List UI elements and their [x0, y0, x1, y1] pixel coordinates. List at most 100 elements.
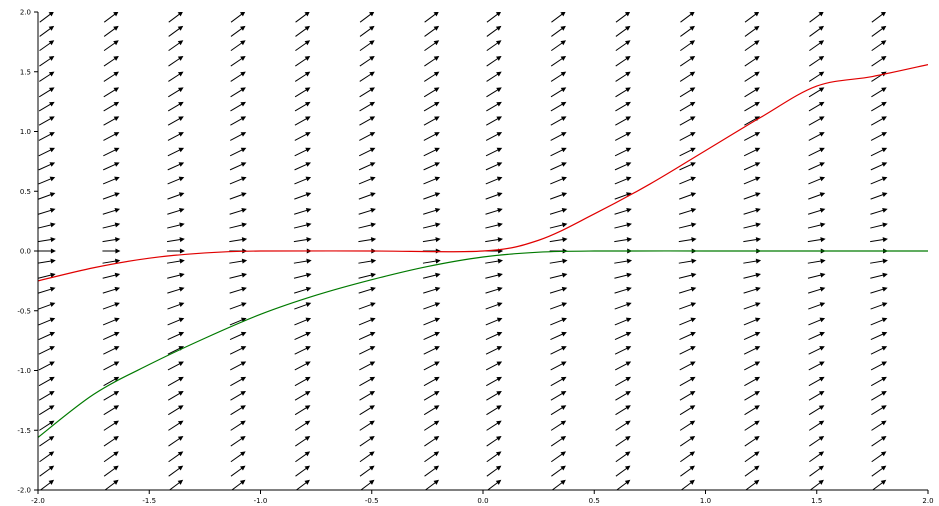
arrow-head: [306, 222, 312, 228]
arrow-shaft: [102, 288, 118, 294]
arrow-shaft: [38, 223, 53, 229]
arrow-shaft: [808, 102, 823, 112]
arrow-shaft: [293, 238, 309, 243]
arrow-shaft: [614, 274, 630, 279]
arrow-shaft: [808, 406, 823, 416]
arrow-head: [49, 346, 55, 351]
arrow-head: [434, 361, 440, 367]
field-arrow: [359, 55, 375, 67]
arrow-head: [624, 25, 631, 31]
arrow-head: [370, 258, 377, 264]
field-arrow: [871, 479, 887, 490]
arrow-head: [50, 258, 56, 264]
arrow-shaft: [229, 193, 245, 200]
field-arrow: [614, 237, 633, 243]
arrow-shaft: [167, 392, 182, 401]
field-arrow: [486, 479, 502, 490]
field-arrow: [358, 176, 376, 185]
field-arrow: [295, 40, 311, 52]
arrow-head: [369, 101, 376, 107]
arrow-shaft: [486, 392, 500, 401]
field-arrow: [102, 317, 120, 326]
arrow-head: [113, 435, 119, 441]
arrow-shaft: [485, 223, 501, 229]
arrow-shaft: [294, 133, 309, 141]
arrow-head: [48, 465, 55, 471]
arrow-head: [754, 405, 760, 410]
arrow-head: [497, 286, 503, 292]
arrow-head: [689, 405, 696, 410]
arrow-shaft: [423, 377, 438, 387]
y-tick-label: -1.0: [17, 367, 31, 375]
arrow-head: [754, 317, 761, 323]
field-arrow: [229, 237, 248, 243]
arrow-shaft: [168, 72, 182, 82]
arrow-head: [50, 248, 56, 254]
arrow-shaft: [294, 303, 309, 310]
arrow-shaft: [423, 133, 438, 141]
arrow-head: [304, 25, 311, 31]
arrow-shaft: [743, 260, 759, 264]
arrow-shaft: [744, 452, 758, 463]
field-arrow: [294, 286, 312, 294]
arrow-shaft: [809, 452, 822, 463]
arrow-head: [754, 435, 760, 441]
field-arrow: [870, 317, 888, 326]
arrow-head: [240, 435, 246, 441]
field-arrow: [550, 435, 567, 447]
arrow-head: [495, 12, 502, 17]
field-arrow: [808, 405, 825, 416]
arrow-head: [819, 162, 825, 167]
arrow-head: [496, 147, 503, 153]
arrow-shaft: [230, 377, 244, 387]
field-arrow: [359, 376, 376, 387]
field-arrow: [167, 346, 185, 355]
field-arrow: [549, 237, 568, 243]
arrow-head: [689, 451, 696, 457]
arrow-shaft: [744, 57, 758, 67]
arrow-head: [304, 71, 311, 77]
field-arrow: [870, 361, 888, 371]
arrow-shaft: [679, 347, 694, 355]
arrow-shaft: [808, 193, 823, 200]
arrow-head: [434, 331, 441, 337]
arrow-head: [560, 405, 567, 410]
arrow-head: [305, 361, 311, 367]
arrow-shaft: [614, 177, 629, 185]
field-arrow: [230, 132, 247, 141]
field-arrow: [550, 116, 567, 126]
arrow-shaft: [679, 117, 694, 126]
arrow-shaft: [485, 209, 501, 215]
arrow-head: [241, 258, 248, 264]
arrow-head: [179, 272, 185, 278]
arrow-shaft: [679, 303, 694, 310]
field-arrow: [486, 87, 502, 98]
arrow-shaft: [551, 27, 564, 37]
arrow-shaft: [38, 362, 53, 371]
arrow-shaft: [359, 452, 373, 463]
field-arrow: [358, 258, 377, 264]
field-arrow: [485, 317, 503, 326]
y-tick-label: -2.0: [17, 487, 31, 495]
arrow-shaft: [550, 148, 565, 157]
field-arrow: [294, 391, 311, 401]
field-arrow: [358, 286, 376, 294]
arrow-shaft: [294, 288, 309, 294]
direction-field: [38, 12, 889, 490]
field-arrow: [167, 391, 184, 401]
arrow-head: [819, 132, 825, 137]
arrow-shaft: [39, 27, 53, 37]
arrow-shaft: [614, 303, 629, 310]
field-arrow: [808, 302, 826, 310]
x-tick-label: 0.5: [589, 497, 600, 505]
arrow-head: [304, 12, 310, 17]
arrow-head: [755, 286, 761, 292]
arrow-head: [113, 87, 120, 93]
arrow-head: [369, 25, 375, 31]
field-arrow: [871, 40, 887, 52]
field-arrow: [551, 479, 566, 490]
arrow-head: [241, 272, 247, 278]
field-arrow: [870, 258, 888, 264]
arrow-head: [690, 207, 697, 213]
arrow-shaft: [614, 133, 629, 141]
